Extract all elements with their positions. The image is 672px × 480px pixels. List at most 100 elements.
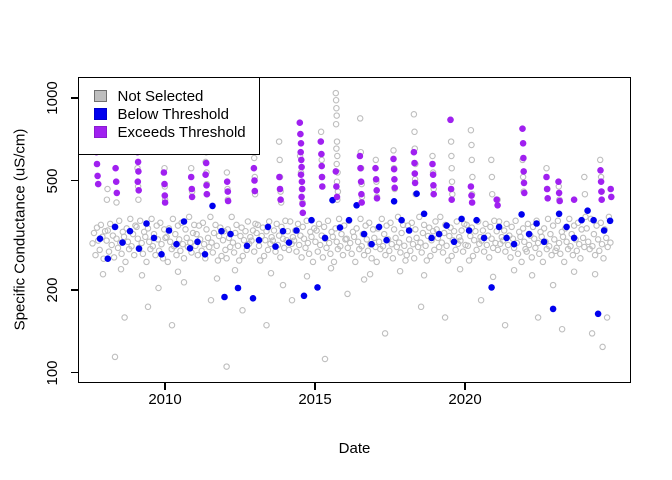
data-point-open-circle xyxy=(327,264,335,272)
data-point-open-circle xyxy=(267,269,275,277)
data-point-filled-circle xyxy=(298,156,305,164)
data-point-filled-circle xyxy=(358,190,365,198)
data-point-open-circle xyxy=(485,254,493,261)
data-point-open-circle xyxy=(113,199,120,206)
data-point-filled-circle xyxy=(590,216,597,224)
data-point-open-circle xyxy=(269,237,277,244)
data-point-open-circle xyxy=(96,246,103,254)
data-point-filled-circle xyxy=(473,216,480,224)
data-point-open-circle xyxy=(596,156,604,164)
data-point-open-circle xyxy=(457,237,464,244)
data-point-open-circle xyxy=(273,220,280,228)
data-point-filled-circle xyxy=(450,238,458,246)
data-point-filled-circle xyxy=(234,284,242,292)
data-point-open-circle xyxy=(579,234,587,242)
data-point-open-circle xyxy=(465,257,473,264)
data-point-open-circle xyxy=(423,257,431,264)
data-point-open-circle xyxy=(276,156,283,164)
data-point-filled-circle xyxy=(510,240,518,248)
data-point-open-circle xyxy=(264,246,272,254)
data-point-open-circle xyxy=(596,247,603,255)
data-point-open-circle xyxy=(566,215,573,223)
data-point-filled-circle xyxy=(467,183,475,190)
data-point-open-circle xyxy=(286,218,294,225)
data-point-filled-circle xyxy=(465,227,473,234)
data-point-open-circle xyxy=(207,213,214,221)
data-point-open-circle xyxy=(365,219,373,227)
data-point-open-circle xyxy=(469,173,476,181)
data-point-open-circle xyxy=(366,270,374,278)
data-point-open-circle xyxy=(297,232,304,239)
y-tick-label: 100 xyxy=(44,360,61,386)
data-point-open-circle xyxy=(419,229,427,237)
data-point-open-circle xyxy=(519,173,527,181)
data-point-filled-circle xyxy=(297,148,304,156)
data-point-filled-circle xyxy=(173,240,180,248)
data-point-open-circle xyxy=(279,281,287,289)
data-point-open-circle xyxy=(139,250,147,258)
data-point-open-circle xyxy=(549,281,557,289)
data-point-filled-circle xyxy=(209,202,216,210)
data-point-open-circle xyxy=(223,363,230,370)
data-point-open-circle xyxy=(114,244,122,252)
data-point-open-circle xyxy=(482,220,489,228)
data-point-open-circle xyxy=(589,242,596,250)
data-point-filled-circle xyxy=(357,178,365,185)
data-point-open-circle xyxy=(255,242,263,250)
data-point-open-circle xyxy=(441,314,449,321)
data-point-filled-circle xyxy=(218,227,225,235)
data-point-open-circle xyxy=(109,232,117,239)
data-point-open-circle xyxy=(338,230,345,238)
data-point-open-circle xyxy=(510,266,518,274)
data-point-open-circle xyxy=(448,178,456,185)
data-point-open-circle xyxy=(127,215,134,223)
data-point-filled-circle xyxy=(135,187,142,194)
data-point-filled-circle xyxy=(570,234,578,242)
data-point-open-circle xyxy=(155,284,162,292)
data-point-filled-circle xyxy=(224,188,232,195)
data-point-open-circle xyxy=(390,226,398,233)
data-point-open-circle xyxy=(360,276,368,283)
data-point-filled-circle xyxy=(223,178,231,185)
data-point-open-circle xyxy=(148,215,155,223)
data-point-open-circle xyxy=(118,250,125,258)
x-tick-label: 2020 xyxy=(448,391,482,408)
data-point-filled-circle xyxy=(165,227,173,234)
data-point-open-circle xyxy=(344,244,352,252)
data-point-filled-circle xyxy=(93,160,101,168)
data-point-open-circle xyxy=(152,251,159,259)
data-point-open-circle xyxy=(382,251,389,259)
data-point-open-circle xyxy=(477,296,485,304)
data-point-open-circle xyxy=(473,246,480,254)
data-point-filled-circle xyxy=(279,227,287,235)
data-point-open-circle xyxy=(417,303,425,311)
data-point-open-circle xyxy=(420,221,428,229)
data-point-filled-circle xyxy=(345,216,353,224)
data-point-filled-circle xyxy=(134,178,142,185)
data-point-open-circle xyxy=(254,221,262,229)
data-point-open-circle xyxy=(289,233,297,241)
data-point-filled-circle xyxy=(336,224,344,231)
data-point-open-circle xyxy=(198,247,205,255)
data-point-filled-circle xyxy=(555,189,563,197)
data-point-open-circle xyxy=(103,237,110,244)
data-point-open-circle xyxy=(158,240,165,248)
data-point-filled-circle xyxy=(411,170,419,177)
data-point-filled-circle xyxy=(398,216,405,224)
x-tick-label: 2015 xyxy=(298,391,332,408)
data-point-open-circle xyxy=(468,141,475,149)
data-point-open-circle xyxy=(402,257,409,264)
data-point-filled-circle xyxy=(160,169,168,176)
data-point-open-circle xyxy=(104,227,112,234)
data-point-open-circle xyxy=(256,257,264,264)
data-point-open-circle xyxy=(350,233,358,241)
data-point-open-circle xyxy=(204,234,212,242)
data-point-open-circle xyxy=(459,248,467,255)
data-point-open-circle xyxy=(333,104,340,112)
data-point-filled-circle xyxy=(251,177,258,184)
data-point-open-circle xyxy=(312,238,319,246)
data-point-filled-circle xyxy=(317,138,325,145)
data-point-open-circle xyxy=(534,239,542,247)
data-point-open-circle xyxy=(591,270,599,278)
data-point-open-circle xyxy=(467,126,475,134)
